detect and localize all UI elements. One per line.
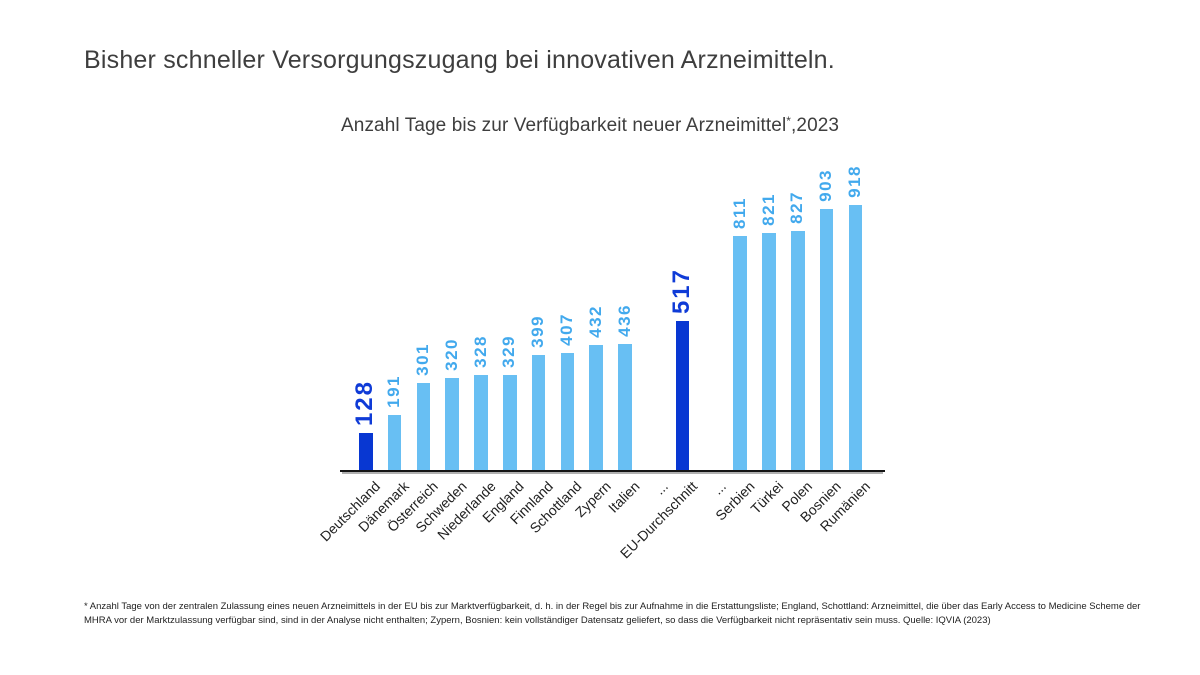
- bar-polen: [791, 231, 805, 470]
- footnote-asterisk: *: [786, 114, 792, 128]
- bar-sterreich: [416, 383, 431, 470]
- bar-value-italien: 436: [614, 304, 634, 337]
- bar-t-rkei: [762, 233, 776, 470]
- bar-value-schottland: 407: [556, 313, 576, 346]
- x-label-gap-12: ...: [709, 478, 729, 498]
- bar-value-niederlande: 328: [470, 335, 490, 368]
- page-title: Bisher schneller Versorgungszugang bei i…: [84, 46, 835, 74]
- bar-bosnien: [819, 209, 834, 470]
- bar-chart-plot-area: 128 191 301 320 328 329 399 407 432 436 517 811 821 8…: [340, 150, 885, 472]
- bar-value-bosnien: 903: [816, 169, 836, 202]
- bar-value-serbien: 811: [729, 197, 749, 229]
- footnote: * Anzahl Tage von der zentralen Zulassun…: [84, 600, 1144, 628]
- x-label-gap-10: ...: [651, 478, 672, 498]
- bar-italien: [618, 344, 632, 470]
- bar-value-t-rkei: 821: [758, 193, 778, 226]
- bar-zypern: [589, 345, 603, 470]
- bar-schottland: [560, 353, 575, 470]
- bar-eu-durchschnitt: [675, 321, 690, 470]
- x-axis-labels: Deutschland Dänemark Österreich Schweden Nie…: [317, 472, 885, 602]
- bar-value-deutschland: 128: [350, 379, 378, 426]
- x-label-italien: Italien: [604, 478, 643, 516]
- bar-value-finnland: 399: [528, 315, 548, 348]
- bar-niederlande: [474, 375, 488, 470]
- bar-d-nemark: [387, 415, 402, 470]
- bar-schweden: [445, 378, 459, 470]
- bar-value-zypern: 432: [585, 305, 605, 338]
- chart-subtitle: Anzahl Tage bis zur Verfügbarkeit neuer …: [341, 114, 839, 137]
- bar-value-schweden: 320: [441, 338, 461, 371]
- chart-subtitle-text: Anzahl Tage bis zur Verfügbarkeit neuer …: [341, 115, 787, 136]
- bar-value-england: 329: [499, 335, 519, 368]
- footnote-line-1: * Anzahl Tage von der zentralen Zulassun…: [84, 601, 1141, 612]
- chart-subtitle-year: ,2023: [791, 115, 840, 136]
- bar-value-eu-durchschnitt: 517: [667, 267, 695, 314]
- footnote-line-2: MHRA vor der Marktzulassung verfügbar si…: [84, 615, 991, 626]
- bar-value-d-nemark: 191: [384, 375, 404, 408]
- bar-serbien: [733, 236, 747, 470]
- bar-finnland: [531, 355, 546, 470]
- bar-value-polen: 827: [787, 191, 807, 224]
- bar-deutschland: [359, 433, 373, 470]
- bar-value-rum-nien: 918: [844, 165, 864, 198]
- bar-value-sterreich: 301: [412, 343, 432, 376]
- bar-england: [503, 375, 517, 470]
- x-label-t-rkei: Türkei: [747, 478, 787, 517]
- bar-rum-nien: [848, 205, 863, 470]
